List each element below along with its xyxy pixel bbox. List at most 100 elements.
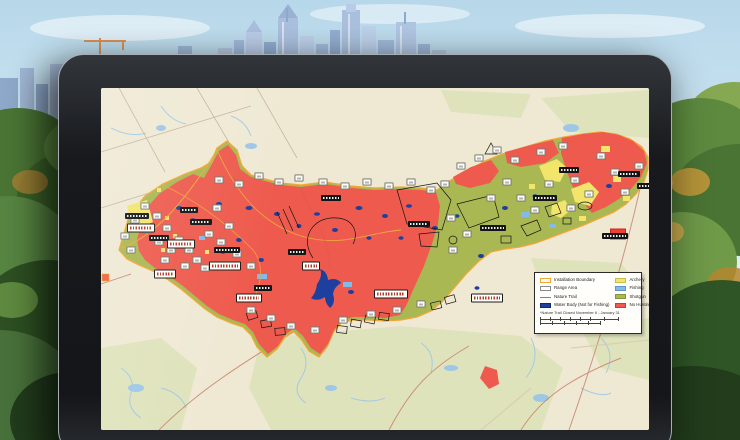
legend-left-column: Installation Boundary Range Area Nature … <box>540 277 609 308</box>
legend-label: Range Area <box>554 285 578 291</box>
fishing-zones <box>199 212 556 287</box>
place-name-label <box>637 183 649 189</box>
no-hunting-swatch <box>615 302 627 308</box>
range-number-marker <box>474 154 484 162</box>
ponds <box>128 124 579 402</box>
range-number-marker <box>416 300 426 308</box>
range-number-marker <box>254 172 264 180</box>
range-number-marker <box>286 322 296 330</box>
range-number-marker <box>318 178 328 186</box>
scale-bar <box>540 317 619 327</box>
legend-label: Fishing <box>629 285 644 291</box>
place-name-label <box>618 171 640 177</box>
range-number-marker <box>486 194 496 202</box>
streams <box>110 105 612 419</box>
fishing-swatch <box>615 285 627 291</box>
range-number-marker <box>152 212 162 220</box>
legend-label: Shotgun <box>629 293 646 299</box>
range-number-marker <box>126 246 136 254</box>
range-number-marker <box>530 206 540 214</box>
range-number-marker <box>162 224 172 232</box>
range-number-marker <box>310 326 320 334</box>
legend-item-fishing: Fishing <box>615 285 649 291</box>
range-area-outlines <box>245 142 593 336</box>
legend-label: No Hunting <box>629 302 649 308</box>
place-name-label <box>288 249 306 255</box>
range-number-marker <box>516 194 526 202</box>
hunting-zone-map <box>101 88 649 430</box>
range-number-marker <box>536 148 546 156</box>
legend-item-archery: Archery <box>615 277 649 283</box>
range-number-marker <box>544 180 554 188</box>
place-name-label <box>149 235 169 241</box>
range-number-marker <box>362 178 372 186</box>
water-body-swatch <box>540 302 551 308</box>
range-number-marker <box>246 262 256 270</box>
range-number-marker <box>426 186 436 194</box>
range-number-marker <box>214 176 224 184</box>
area-name-label <box>471 293 503 303</box>
range-number-marker <box>584 190 594 198</box>
nature-trail-closure-note: *Nature Trail Closed November 6 - Januar… <box>540 309 620 315</box>
range-number-marker <box>204 230 214 238</box>
range-number-marker <box>338 316 348 324</box>
area-name-label <box>236 293 262 303</box>
place-name-label <box>602 233 628 239</box>
legend-label: Water Body (Not for Fishing) <box>554 302 610 308</box>
range-number-marker <box>558 142 568 150</box>
range-number-marker <box>294 174 304 182</box>
range-number-marker <box>246 306 256 314</box>
range-number-marker <box>634 162 644 170</box>
legend-item-shotgun: Shotgun <box>615 294 649 300</box>
place-name-label <box>180 207 198 213</box>
range-number-marker <box>140 202 150 210</box>
area-name-label <box>167 239 195 249</box>
legend-label: Installation Boundary <box>554 276 596 282</box>
area-name-label <box>374 289 408 299</box>
range-number-marker <box>620 188 630 196</box>
legend-label: Archery <box>629 276 645 282</box>
legend-item-range-area: Range Area <box>540 285 609 291</box>
range-number-marker <box>340 182 350 190</box>
legend-item-installation-boundary: Installation Boundary <box>540 277 609 283</box>
range-number-marker <box>366 310 376 318</box>
area-name-label <box>302 261 320 271</box>
nature-trail-swatch <box>540 296 551 299</box>
area-name-label <box>127 223 155 233</box>
range-number-marker <box>224 222 234 230</box>
device-screen: Installation Boundary Range Area Nature … <box>101 88 649 430</box>
range-number-marker <box>570 176 580 184</box>
place-name-label <box>214 247 240 253</box>
tablet-device: Installation Boundary Range Area Nature … <box>58 54 672 440</box>
map-legend: Installation Boundary Range Area Nature … <box>534 272 649 334</box>
range-number-marker <box>440 180 450 188</box>
range-number-marker <box>234 180 244 188</box>
range-number-marker <box>216 238 226 246</box>
area-name-label <box>154 269 176 279</box>
place-name-label <box>480 225 506 231</box>
range-number-marker <box>160 256 170 264</box>
place-name-label <box>125 213 149 219</box>
range-number-marker <box>502 178 512 186</box>
legend-right-column: Archery Fishing Shotgun No Hunting <box>615 277 649 308</box>
area-name-label <box>209 261 241 271</box>
range-number-marker <box>274 178 284 186</box>
range-number-marker <box>492 146 502 154</box>
legend-label: Nature Trail <box>554 293 577 299</box>
archery-swatch <box>615 277 627 283</box>
boundary-red-patch <box>101 273 110 282</box>
legend-item-nature-trail: Nature Trail <box>540 294 609 300</box>
place-name-label <box>559 167 579 173</box>
legend-item-water-body: Water Body (Not for Fishing) <box>540 302 609 308</box>
place-name-label <box>533 195 557 201</box>
range-number-marker <box>566 204 576 212</box>
range-number-marker <box>446 214 456 222</box>
place-name-label <box>321 195 341 201</box>
installation-boundary-swatch <box>540 277 551 283</box>
place-name-label <box>190 219 212 225</box>
range-number-marker <box>510 156 520 164</box>
range-number-marker <box>192 256 202 264</box>
legend-item-no-hunting: No Hunting <box>615 302 649 308</box>
range-area-swatch <box>540 285 551 291</box>
range-number-marker <box>456 162 466 170</box>
